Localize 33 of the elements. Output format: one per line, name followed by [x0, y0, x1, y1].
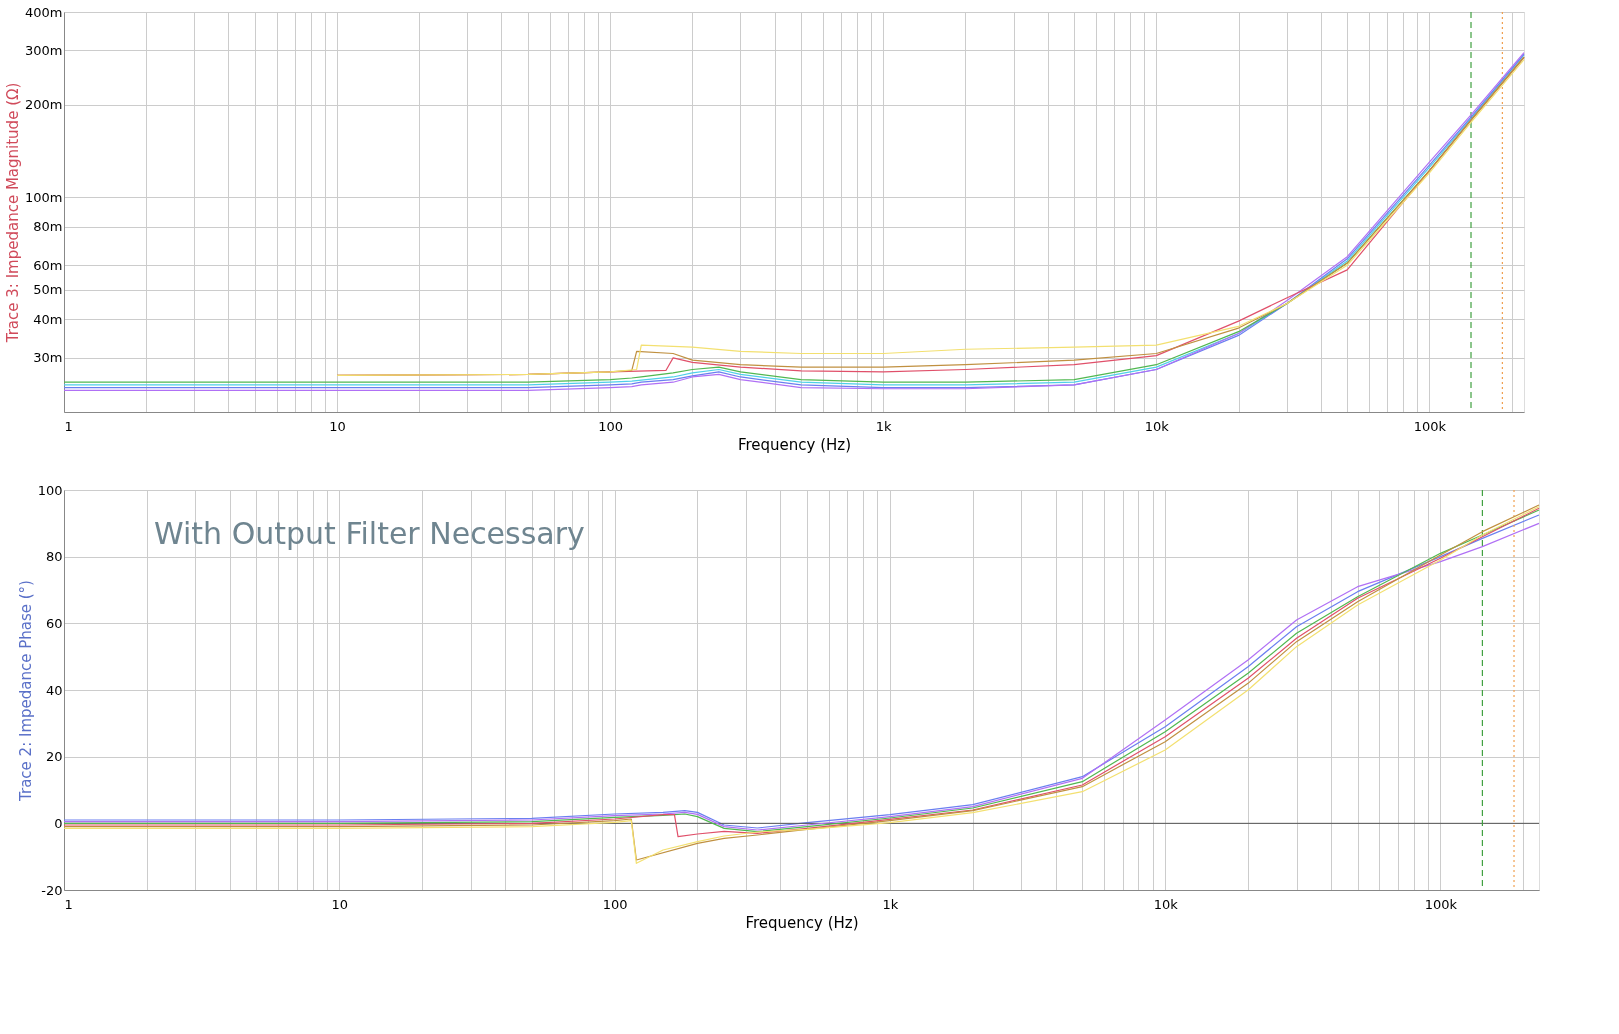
- x-tick-label: 10k: [1144, 418, 1170, 434]
- y-tick-label: 30m: [33, 350, 63, 366]
- x-tick-label: 100: [598, 418, 624, 434]
- x-tick-label: 1: [64, 418, 73, 434]
- y-tick-label: 20: [45, 749, 63, 765]
- x-tick-label: 100k: [1413, 418, 1447, 434]
- y-tick-label: 50m: [33, 282, 63, 298]
- x-tick-label: 1: [64, 896, 73, 912]
- y-tick-label: 60: [45, 615, 63, 631]
- x-tick-label: 10: [331, 896, 349, 912]
- y-tick-label: 60m: [33, 257, 63, 273]
- x-tick-label: 10k: [1153, 896, 1179, 912]
- y-tick-label: 100: [37, 482, 63, 498]
- y-tick-label: 300m: [25, 42, 63, 58]
- y-tick-label: 200m: [25, 97, 63, 113]
- y-tick-label: 40m: [33, 311, 63, 327]
- x-axis-title: Frequency (Hz): [745, 913, 859, 932]
- y-tick-label: 80: [45, 549, 63, 565]
- x-tick-label: 100k: [1424, 896, 1458, 912]
- y-tick-label: 40: [45, 682, 63, 698]
- y-axis-title: Trace 2: Impedance Phase (°): [16, 580, 35, 802]
- x-tick-label: 1k: [875, 418, 893, 434]
- y-tick-label: 80m: [33, 219, 63, 235]
- y-tick-label: 0: [54, 815, 63, 831]
- y-axis-title: Trace 3: Impedance Magnitude (Ω): [4, 82, 23, 344]
- x-tick-label: 1k: [882, 896, 899, 912]
- y-tick-label: -20: [41, 882, 63, 898]
- x-tick-label: 100: [602, 896, 628, 912]
- y-tick-label: 400m: [25, 4, 63, 20]
- y-tick-label: 100m: [25, 189, 63, 205]
- annotation: With Output Filter Necessary: [154, 516, 585, 551]
- x-axis-title: Frequency (Hz): [737, 435, 852, 454]
- x-tick-label: 10: [329, 418, 346, 434]
